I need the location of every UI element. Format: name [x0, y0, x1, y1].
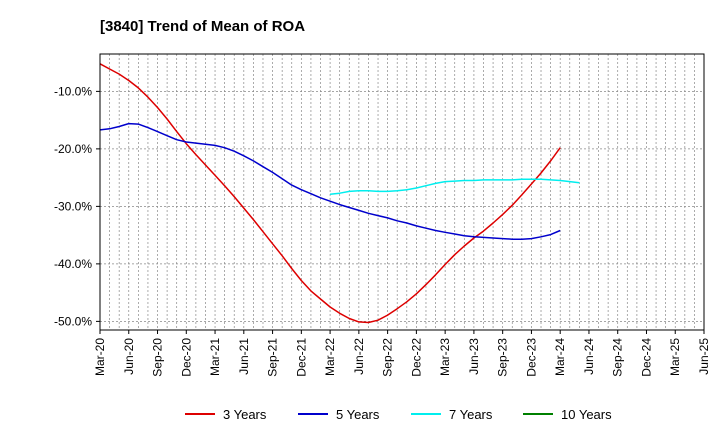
x-tick-label: Mar-24 — [553, 338, 567, 376]
x-tick-label: Jun-23 — [467, 338, 481, 375]
legend-label-3-years: 3 Years — [223, 407, 267, 422]
y-axis: -10.0% -20.0% -30.0% -40.0% -50.0% — [54, 84, 100, 328]
chart-title: [3840] Trend of Mean of ROA — [100, 18, 305, 35]
plot-area — [100, 54, 704, 330]
grid — [100, 54, 704, 330]
x-tick-label: Sep-23 — [496, 338, 510, 377]
x-tick-label: Sep-22 — [381, 338, 395, 377]
x-tick-label: Mar-25 — [668, 338, 682, 376]
x-tick-label: Dec-20 — [179, 338, 193, 377]
x-tick-label: Jun-24 — [582, 338, 596, 375]
y-tick-label: -40.0% — [54, 257, 92, 271]
x-tick-label: Jun-20 — [122, 338, 136, 375]
legend-label-10-years: 10 Years — [561, 407, 612, 422]
x-axis: Mar-20 Jun-20 Sep-20 Dec-20 Mar-21 Jun-21 Sep-… — [93, 330, 711, 377]
y-tick-label: -20.0% — [54, 142, 92, 156]
x-tick-label: Sep-20 — [151, 338, 165, 377]
x-tick-label: Mar-22 — [323, 338, 337, 376]
x-tick-label: Dec-21 — [294, 338, 308, 377]
x-tick-label: Mar-23 — [438, 338, 452, 376]
legend: 3 Years 5 Years 7 Years 10 Years — [185, 407, 612, 422]
series-line-7-years — [330, 178, 580, 196]
plot-border — [99, 53, 705, 331]
x-tick-label: Mar-21 — [208, 338, 222, 376]
legend-label-7-years: 7 Years — [449, 407, 493, 422]
y-tick-label: -50.0% — [54, 314, 92, 328]
y-tick-label: -30.0% — [54, 199, 92, 213]
x-tick-label: Mar-20 — [93, 338, 107, 376]
series-line-5-years — [99, 122, 561, 240]
x-tick-label: Jun-22 — [352, 338, 366, 375]
x-tick-label: Dec-23 — [524, 338, 538, 377]
x-tick-label: Sep-21 — [266, 338, 280, 377]
legend-label-5-years: 5 Years — [336, 407, 380, 422]
x-tick-label: Dec-24 — [639, 338, 653, 377]
series-lines — [99, 63, 580, 324]
x-tick-label: Sep-24 — [611, 338, 625, 377]
y-tick-label: -10.0% — [54, 84, 92, 98]
x-tick-label: Dec-22 — [409, 338, 423, 377]
x-tick-label: Jun-25 — [697, 338, 711, 375]
series-line-3-years — [99, 63, 561, 324]
x-tick-label: Jun-21 — [237, 338, 251, 375]
